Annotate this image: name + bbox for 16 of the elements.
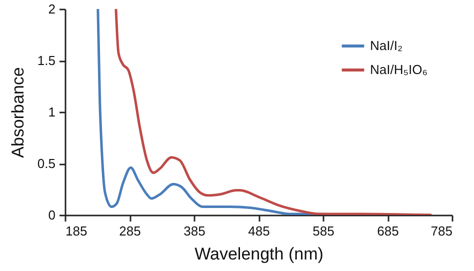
- x-tick-label: 385: [184, 224, 206, 238]
- x-axis-title: Wavelength (nm): [194, 244, 324, 264]
- y-tick-label: 0: [48, 208, 56, 222]
- y-tick-label: 1.5: [37, 53, 56, 68]
- y-tick-label: 1: [48, 104, 56, 120]
- y-axis-title: Absorbance: [8, 67, 28, 158]
- x-tick-label: 685: [377, 224, 399, 238]
- legend-label: NaI/I₂: [370, 38, 402, 53]
- legend-label: NaI/H₅IO₆: [370, 62, 428, 77]
- x-tick-label: 785: [430, 224, 452, 238]
- x-tick-label: 285: [119, 224, 141, 238]
- x-tick-label: 185: [66, 224, 88, 238]
- x-tick-label: 585: [312, 224, 334, 238]
- y-tick-label: 0.5: [37, 156, 56, 171]
- x-tick-label: 485: [248, 224, 270, 238]
- y-tick-label: 2: [48, 2, 56, 16]
